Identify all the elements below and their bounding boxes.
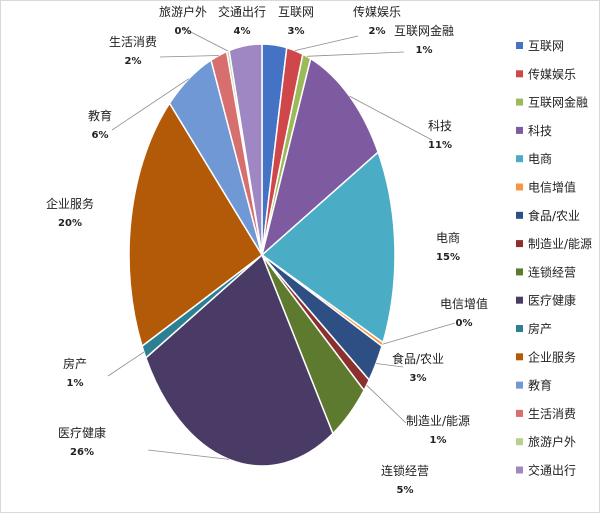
legend-swatch — [516, 466, 523, 474]
category-label: 电商 — [436, 230, 460, 245]
percent-label: 20% — [58, 218, 82, 229]
leader-line — [382, 322, 456, 345]
percent-label: 0% — [456, 318, 473, 329]
legend: 互联网传媒娱乐互联网金融科技电商电信增值食品/农业制造业/能源连锁经营医疗健康房… — [516, 39, 592, 478]
leader-line — [111, 78, 190, 131]
category-label: 食品/农业 — [392, 351, 444, 366]
pie-slice — [144, 253, 334, 467]
percent-label: 26% — [70, 447, 94, 458]
legend-swatch — [516, 268, 523, 276]
pie-slice — [128, 101, 263, 348]
legend-label: 电商 — [528, 151, 552, 166]
legend-swatch — [516, 183, 523, 191]
category-label: 生活消费 — [109, 35, 157, 49]
legend-swatch — [516, 155, 523, 163]
legend-label: 房产 — [528, 321, 552, 336]
percent-label: 1% — [67, 378, 84, 389]
data-labels: 互联网 3% 传媒娱乐 2% 互联网金融 1% 科技 11% 电商 15% 电信增值 0% 食品/农业 3… — [46, 4, 488, 496]
percent-label: 2% — [369, 26, 386, 37]
legend-swatch — [516, 325, 523, 332]
legend-label: 教育 — [528, 378, 552, 393]
legend-swatch — [516, 381, 523, 389]
legend-swatch — [516, 70, 523, 78]
percent-label: 3% — [410, 373, 427, 384]
category-label: 企业服务 — [46, 196, 94, 211]
legend-label: 制造业/能源 — [528, 237, 592, 251]
category-label: 传媒娱乐 — [353, 4, 401, 19]
legend-swatch — [516, 126, 523, 134]
category-label: 科技 — [428, 119, 452, 133]
percent-label: 6% — [92, 130, 109, 141]
percent-label: 15% — [436, 252, 460, 263]
category-label: 互联网 — [278, 5, 314, 19]
legend-label: 食品/农业 — [528, 208, 580, 223]
category-label: 教育 — [88, 108, 112, 123]
percent-label: 2% — [125, 56, 142, 67]
legend-swatch — [516, 438, 523, 446]
legend-swatch — [516, 296, 523, 304]
category-label: 连锁经营 — [381, 463, 429, 478]
legend-label: 科技 — [528, 124, 552, 138]
category-label: 交通出行 — [218, 4, 266, 19]
pie-slice — [260, 150, 396, 344]
legend-label: 旅游户外 — [528, 434, 576, 449]
legend-label: 生活消费 — [528, 407, 576, 421]
legend-label: 交通出行 — [528, 463, 576, 478]
legend-swatch — [516, 211, 523, 219]
percent-label: 1% — [416, 45, 433, 56]
pie-slices — [128, 43, 396, 467]
leader-line — [349, 95, 433, 141]
legend-label: 连锁经营 — [528, 264, 576, 279]
category-label: 房产 — [63, 356, 87, 371]
leader-line — [306, 51, 405, 57]
leader-line — [182, 27, 229, 52]
legend-label: 互联网金融 — [528, 95, 588, 110]
leader-line — [159, 55, 219, 58]
legend-swatch — [516, 353, 523, 361]
legend-label: 医疗健康 — [528, 293, 576, 308]
percent-label: 0% — [175, 26, 192, 37]
leader-line — [294, 35, 359, 51]
percent-label: 11% — [428, 140, 452, 151]
leader-line — [107, 351, 145, 377]
percent-label: 1% — [430, 435, 447, 446]
legend-label: 企业服务 — [528, 349, 576, 364]
legend-swatch — [516, 409, 523, 417]
percent-label: 5% — [397, 485, 414, 496]
percent-label: 4% — [234, 26, 251, 37]
percent-label: 3% — [288, 26, 305, 37]
leader-line — [376, 363, 404, 368]
legend-swatch — [516, 42, 523, 49]
category-label: 制造业/能源 — [406, 414, 470, 428]
legend-label: 互联网 — [528, 39, 564, 53]
leader-lines — [107, 27, 456, 460]
category-label: 医疗健康 — [58, 425, 106, 440]
leader-line — [366, 384, 407, 424]
category-label: 旅游户外 — [159, 4, 207, 19]
pie-slice — [228, 43, 263, 256]
leader-line — [147, 449, 230, 460]
legend-label: 电信增值 — [528, 180, 576, 195]
legend-label: 传媒娱乐 — [528, 66, 576, 81]
category-label: 电信增值 — [440, 296, 488, 311]
category-label: 互联网金融 — [394, 23, 454, 38]
legend-swatch — [516, 98, 523, 106]
legend-swatch — [516, 240, 523, 248]
